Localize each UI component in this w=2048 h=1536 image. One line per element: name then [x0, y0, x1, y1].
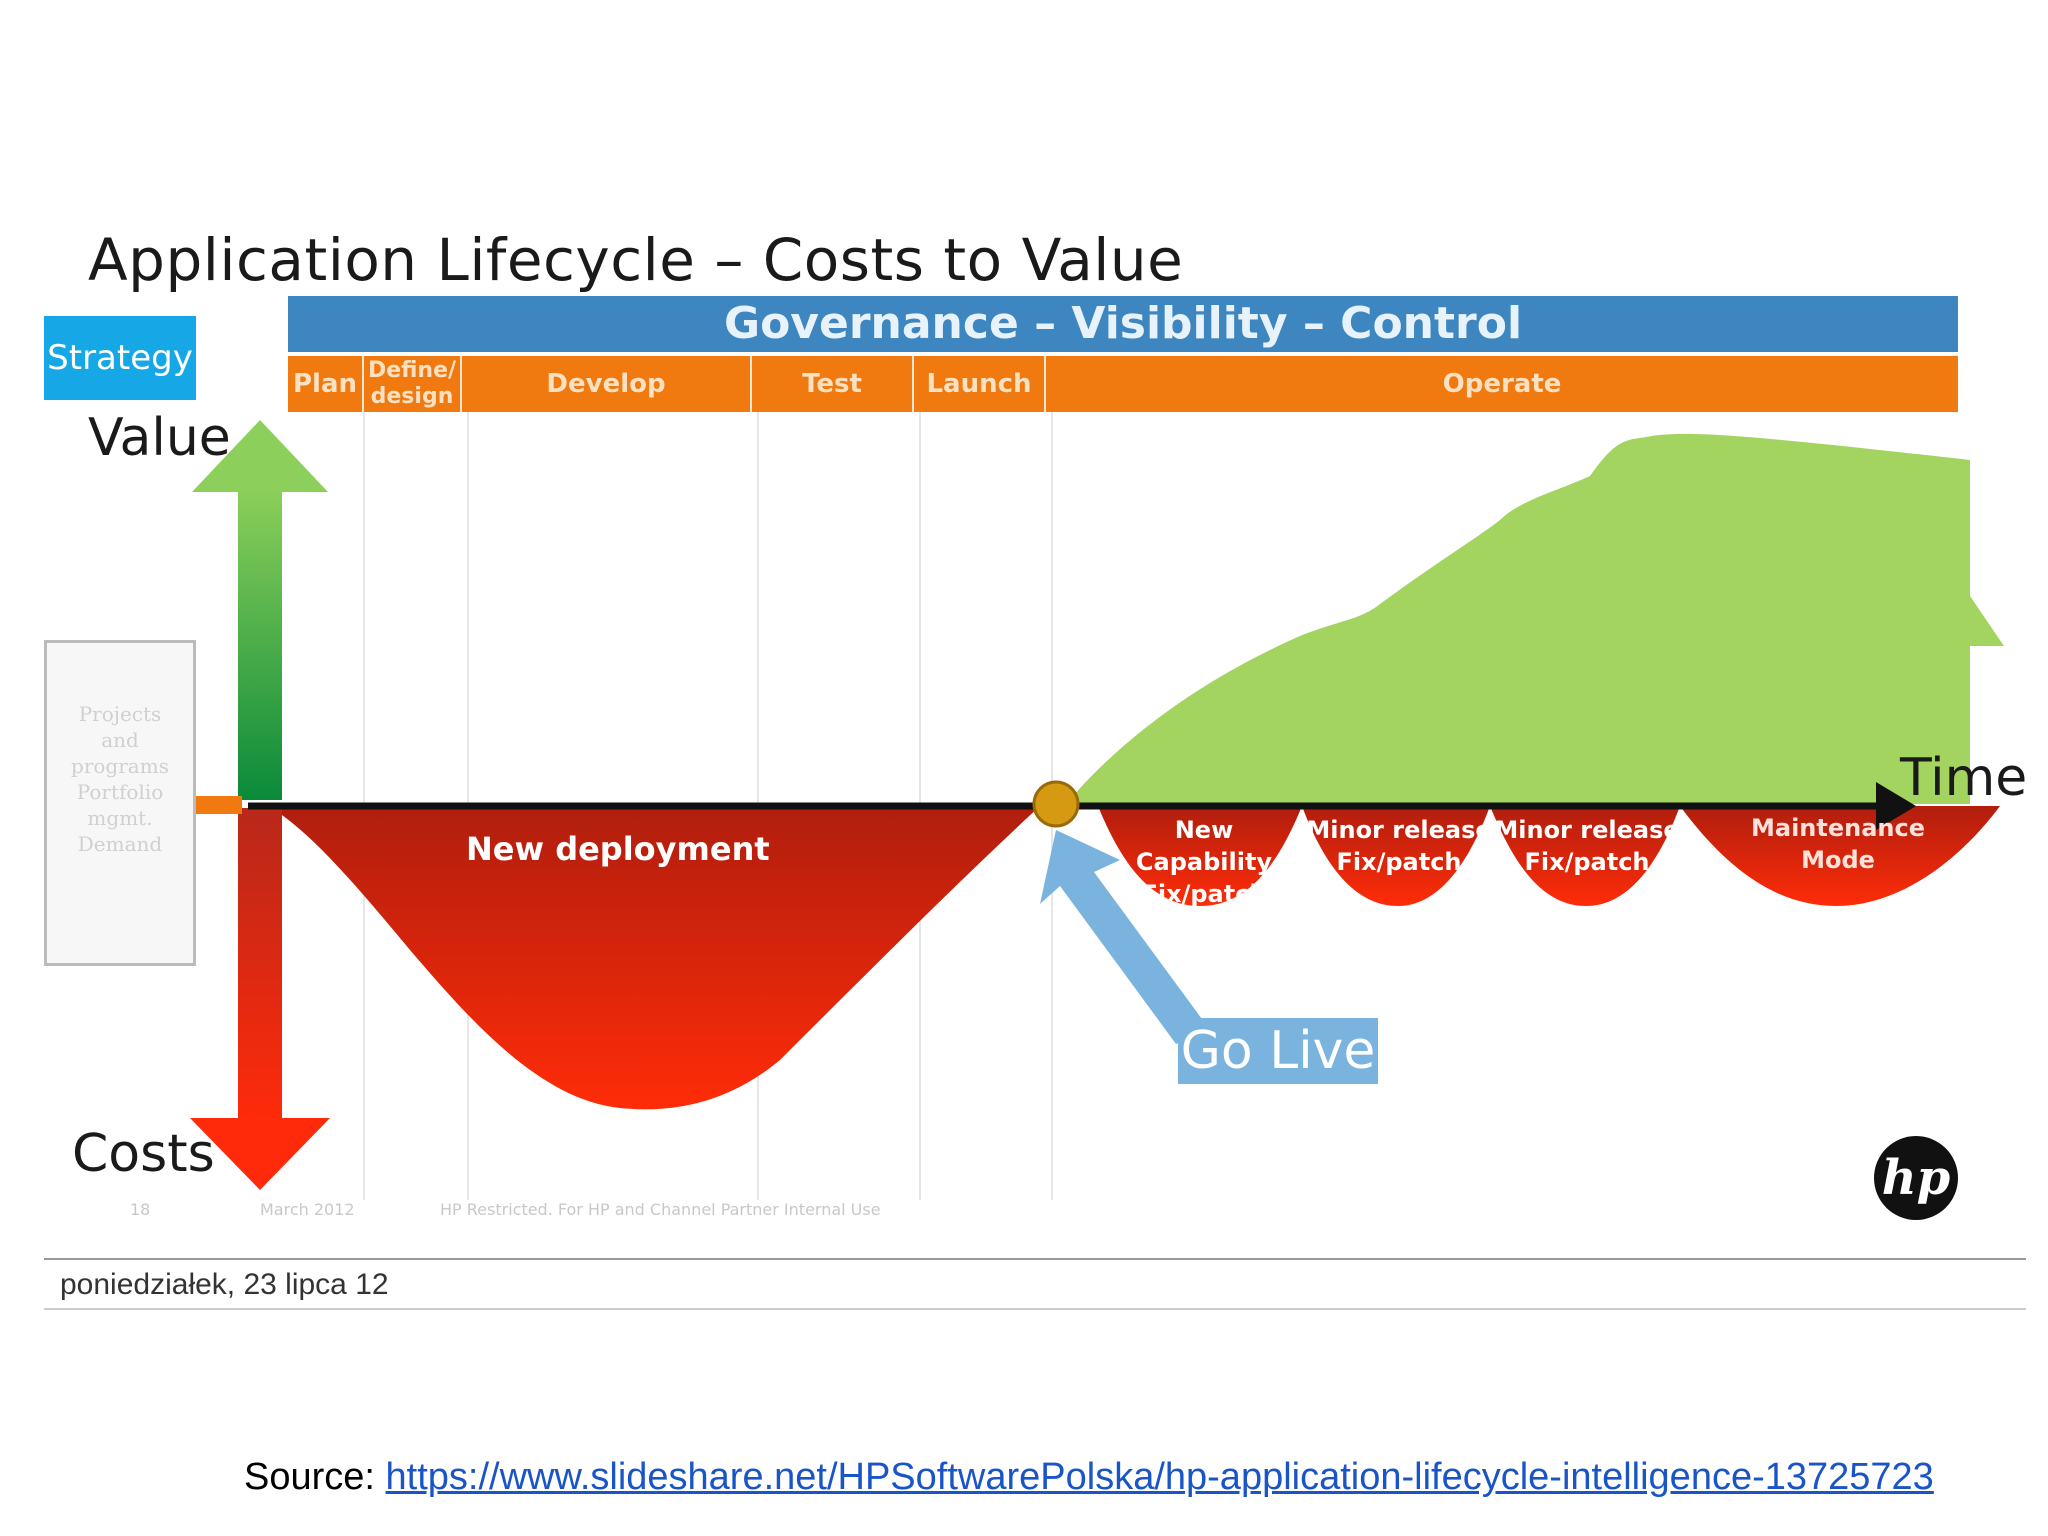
side-box-line: Portfolio — [76, 780, 164, 804]
footer-divider — [44, 1308, 2026, 1310]
go-live-pointer — [1040, 830, 1210, 1044]
cost-hump — [1490, 806, 1680, 906]
slide-restriction: HP Restricted. For HP and Channel Partne… — [440, 1200, 881, 1219]
value-arrow-shaft — [238, 490, 282, 800]
phase-operate: Operate — [1442, 369, 1562, 399]
phase-define-design: Define/ design — [364, 356, 462, 412]
origin-tick — [196, 796, 242, 814]
phase-plan: Plan — [288, 356, 364, 412]
value-axis-label: Value — [88, 408, 231, 468]
cost-hump — [1098, 806, 1302, 906]
projects-box: Projects and programs Portfolio mgmt. De… — [44, 640, 196, 966]
minor-release-label: Minor release Fix/patch — [1494, 816, 1680, 876]
new-deployment-cost — [268, 806, 1040, 1110]
phase-launch: Launch — [914, 356, 1046, 412]
footer-date: poniedziałek, 23 lipca 12 — [60, 1268, 389, 1301]
side-box-line: Demand — [77, 832, 163, 856]
slide-date: March 2012 — [260, 1200, 355, 1219]
footer-divider — [44, 1258, 2026, 1260]
costs-arrow-head — [190, 1118, 330, 1190]
maintenance-mode-label: Maintenance Mode — [1750, 814, 1925, 874]
phase-test: Test — [752, 356, 914, 412]
phase-bar: Plan Define/ design Develop Test Launch … — [288, 356, 1958, 412]
time-axis-arrowhead — [1876, 782, 1916, 830]
source-label: Source: — [244, 1456, 375, 1498]
source-link[interactable]: https://www.slideshare.net/HPSoftwarePol… — [385, 1456, 1934, 1498]
time-axis-label: Time — [1900, 748, 2028, 808]
governance-bar: Governance – Visibility – Control — [288, 296, 1958, 352]
source-line: Source: https://www.slideshare.net/HPSof… — [244, 1456, 1934, 1499]
slide-title: Application Lifecycle – Costs to Value — [88, 226, 1184, 294]
hp-logo: hp — [1874, 1136, 1958, 1220]
side-box-line: and — [101, 728, 139, 752]
value-arrow-head — [192, 420, 328, 492]
new-deployment-label: New deployment — [466, 830, 770, 868]
minor-release-label: Minor release Fix/patch — [1306, 816, 1492, 876]
side-box-line: mgmt. — [87, 806, 153, 830]
go-live-label: Go Live — [1178, 1018, 1378, 1084]
side-box-line: Projects — [78, 702, 162, 726]
strategy-tag: Strategy — [44, 316, 196, 400]
value-area — [1066, 433, 2004, 804]
costs-arrow-shaft — [238, 808, 282, 1122]
cost-hump — [1680, 806, 2000, 906]
side-box-line: programs — [71, 754, 169, 778]
phase-develop: Develop — [462, 356, 752, 412]
go-live-marker — [1032, 780, 1080, 828]
costs-axis-label: Costs — [72, 1124, 215, 1184]
cost-hump — [1302, 806, 1490, 906]
slide-page-number: 18 — [130, 1200, 151, 1219]
new-capability-label: New Capability Fix/patch — [1135, 816, 1273, 908]
